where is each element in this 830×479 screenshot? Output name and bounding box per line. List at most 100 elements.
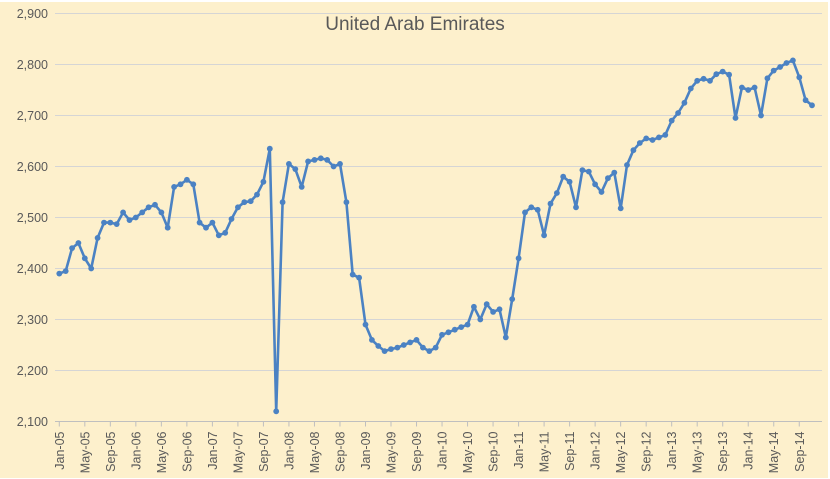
data-point — [687, 85, 694, 92]
data-point — [196, 219, 203, 226]
data-point — [120, 209, 126, 216]
y-axis-label: 2,500 — [17, 211, 48, 225]
x-axis-label: Sep-12 — [640, 431, 654, 471]
data-point — [649, 137, 656, 143]
y-axis-label: 2,300 — [17, 313, 48, 327]
data-point — [809, 102, 815, 109]
y-axis-label: 2,700 — [17, 109, 48, 123]
x-axis-label: Sep-10 — [487, 431, 501, 471]
data-point — [770, 67, 777, 74]
data-point — [375, 343, 382, 349]
data-point — [777, 64, 783, 70]
data-point — [132, 214, 139, 221]
data-point — [388, 346, 394, 352]
data-point — [432, 344, 439, 351]
x-axis-label: Jan-06 — [129, 431, 143, 469]
data-point — [534, 206, 541, 213]
x-axis-label: May-06 — [155, 431, 169, 473]
data-point — [630, 147, 637, 154]
data-point — [94, 235, 101, 241]
data-point — [171, 184, 178, 190]
data-point — [337, 161, 343, 167]
x-axis-label: Jan-11 — [512, 431, 526, 468]
data-point — [311, 157, 318, 163]
data-point — [400, 342, 407, 348]
data-point — [585, 168, 592, 175]
data-point — [273, 408, 280, 415]
data-point — [477, 316, 484, 323]
data-point — [796, 74, 803, 81]
data-point — [81, 255, 88, 262]
data-point — [560, 173, 567, 180]
data-point — [439, 331, 445, 338]
x-axis-label: Jan-05 — [53, 431, 67, 469]
data-point — [451, 326, 458, 333]
chart-title: United Arab Emirates — [325, 14, 505, 35]
x-axis-label: May-11 — [538, 431, 552, 472]
data-point — [164, 224, 171, 231]
x-axis-label: Jan-07 — [206, 431, 220, 469]
x-axis-label: Sep-09 — [410, 431, 424, 471]
x-axis-label: May-09 — [385, 431, 399, 473]
data-point — [88, 265, 95, 272]
x-axis-label: Sep-07 — [257, 431, 271, 471]
data-point — [662, 132, 669, 138]
data-line — [57, 59, 814, 413]
data-point — [515, 255, 522, 262]
y-axis-label: 2,400 — [17, 262, 48, 276]
data-point — [726, 71, 732, 78]
data-point — [145, 204, 152, 211]
data-point — [203, 224, 209, 231]
data-point — [381, 348, 388, 354]
data-point — [101, 219, 107, 226]
data-point — [298, 184, 305, 190]
data-point — [764, 75, 771, 82]
data-point — [260, 178, 267, 185]
data-point — [605, 175, 611, 182]
x-axis-label: Sep-11 — [563, 431, 577, 470]
data-point — [190, 181, 197, 188]
data-point — [522, 209, 528, 216]
data-point — [502, 334, 509, 341]
data-point — [739, 84, 745, 91]
data-point — [579, 167, 586, 174]
x-axis-label: Sep-06 — [180, 431, 194, 471]
data-point — [241, 199, 248, 206]
data-point — [713, 71, 720, 78]
data-point — [184, 176, 190, 183]
data-point — [490, 309, 496, 315]
data-point — [228, 216, 235, 222]
y-axis-label: 2,200 — [17, 364, 48, 378]
x-axis-label: May-14 — [767, 431, 781, 473]
data-point — [573, 204, 579, 211]
data-point — [349, 271, 356, 278]
data-point — [528, 204, 535, 211]
data-point — [426, 348, 433, 354]
data-point — [62, 268, 69, 274]
x-axis-label: May-07 — [231, 431, 245, 473]
x-axis-label: May-08 — [308, 431, 322, 473]
data-point — [413, 337, 420, 343]
data-point — [152, 201, 158, 208]
data-point — [209, 219, 216, 226]
data-point — [317, 155, 324, 162]
data-point — [75, 240, 82, 246]
x-axis-label: Sep-05 — [104, 431, 118, 471]
data-point — [56, 270, 63, 277]
data-point — [745, 87, 752, 93]
data-point — [369, 337, 375, 343]
data-point — [286, 161, 292, 167]
data-point — [802, 97, 809, 104]
x-axis-label: May-13 — [691, 431, 705, 473]
data-point — [464, 321, 471, 328]
data-point — [254, 191, 260, 198]
data-point — [598, 189, 605, 195]
data-point — [783, 60, 790, 66]
data-point — [636, 140, 643, 146]
data-point — [566, 178, 573, 185]
data-point — [305, 158, 311, 165]
data-point — [790, 57, 796, 64]
data-point — [222, 229, 229, 236]
